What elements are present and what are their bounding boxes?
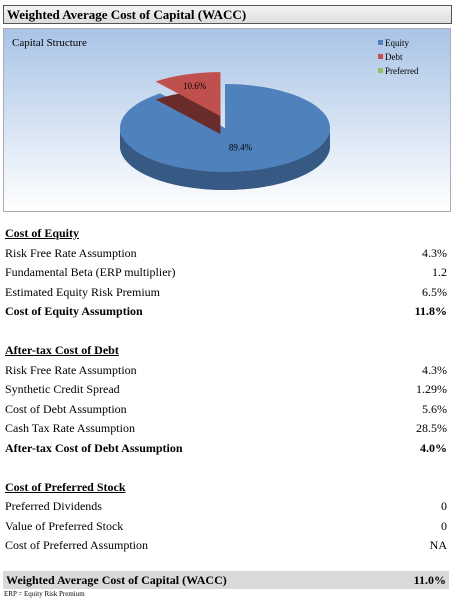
legend-label: Equity bbox=[385, 38, 409, 48]
row-label: Risk Free Rate Assumption bbox=[5, 245, 137, 260]
legend-label: Debt bbox=[385, 52, 403, 62]
row-value: 0 bbox=[441, 518, 447, 533]
row-label: Synthetic Credit Spread bbox=[5, 382, 120, 396]
result-row: Cost of Equity Assumption 11.8% bbox=[5, 302, 447, 320]
row-value: 1.2 bbox=[432, 265, 447, 279]
legend-label: Preferred bbox=[385, 66, 419, 76]
footer-row: Weighted Average Cost of Capital (WACC) … bbox=[3, 571, 449, 589]
chart-title: Capital Structure bbox=[12, 37, 87, 49]
row: Fundamental Beta (ERP multiplier) 1.2 bbox=[5, 263, 447, 281]
row-value: 4.3% bbox=[422, 362, 447, 377]
row: Synthetic Credit Spread 1.29% bbox=[5, 380, 447, 398]
row-label: Cost of Preferred Assumption bbox=[5, 538, 148, 552]
row-value: 5.6% bbox=[422, 401, 447, 416]
row-label: Value of Preferred Stock bbox=[5, 518, 124, 533]
footnote: ERP = Equity Risk Premium bbox=[4, 590, 85, 598]
section-title: After-tax Cost of Debt bbox=[5, 343, 119, 357]
row-label: Fundamental Beta (ERP multiplier) bbox=[5, 265, 176, 279]
row: Value of Preferred Stock 0 bbox=[5, 517, 447, 535]
row-value: 28.5% bbox=[416, 421, 447, 435]
row: Estimated Equity Risk Premium 6.5% bbox=[5, 283, 447, 301]
row: Cost of Preferred Assumption NA bbox=[5, 536, 447, 554]
legend-swatch bbox=[378, 54, 383, 59]
footer-value: 11.0% bbox=[413, 573, 446, 587]
row: Preferred Dividends 0 bbox=[5, 497, 447, 515]
data-label: 89.4% bbox=[229, 143, 253, 153]
legend-swatch bbox=[378, 68, 383, 73]
row-value: 11.8% bbox=[414, 304, 447, 318]
section-title: Cost of Equity bbox=[5, 226, 80, 240]
row-label: Risk Free Rate Assumption bbox=[5, 362, 137, 377]
slice bbox=[120, 84, 330, 172]
section-title: Cost of Preferred Stock bbox=[5, 479, 126, 494]
slice-side bbox=[120, 128, 330, 190]
row-label: Preferred Dividends bbox=[5, 499, 102, 513]
data-label: 10.6% bbox=[183, 81, 207, 91]
row-value: 4.0% bbox=[420, 440, 447, 455]
row-value: 1.29% bbox=[416, 382, 447, 396]
row: Risk Free Rate Assumption 4.3% bbox=[5, 244, 447, 262]
legend-swatch bbox=[378, 40, 383, 45]
row-value: 6.5% bbox=[422, 284, 447, 299]
row-value: 0 bbox=[441, 499, 447, 513]
row-label: Cash Tax Rate Assumption bbox=[5, 421, 135, 435]
row-label: Cost of Equity Assumption bbox=[5, 304, 143, 318]
row-label: Cost of Debt Assumption bbox=[5, 401, 127, 416]
row-label: Estimated Equity Risk Premium bbox=[5, 284, 160, 299]
row: Cash Tax Rate Assumption 28.5% bbox=[5, 419, 447, 437]
footer-label: Weighted Average Cost of Capital (WACC) bbox=[6, 573, 227, 587]
row: Risk Free Rate Assumption 4.3% bbox=[5, 361, 447, 379]
header-title: Weighted Average Cost of Capital (WACC) bbox=[3, 5, 452, 24]
chart: Capital Structure 89.4% 10.6% Equity Debt Pr… bbox=[12, 37, 419, 190]
slice bbox=[155, 72, 221, 117]
result-row: After-tax Cost of Debt Assumption 4.0% bbox=[5, 439, 447, 457]
row-value: 4.3% bbox=[422, 245, 447, 260]
row: Cost of Debt Assumption 5.6% bbox=[5, 400, 447, 418]
row-value: NA bbox=[429, 538, 447, 552]
row-label: After-tax Cost of Debt Assumption bbox=[5, 440, 183, 455]
